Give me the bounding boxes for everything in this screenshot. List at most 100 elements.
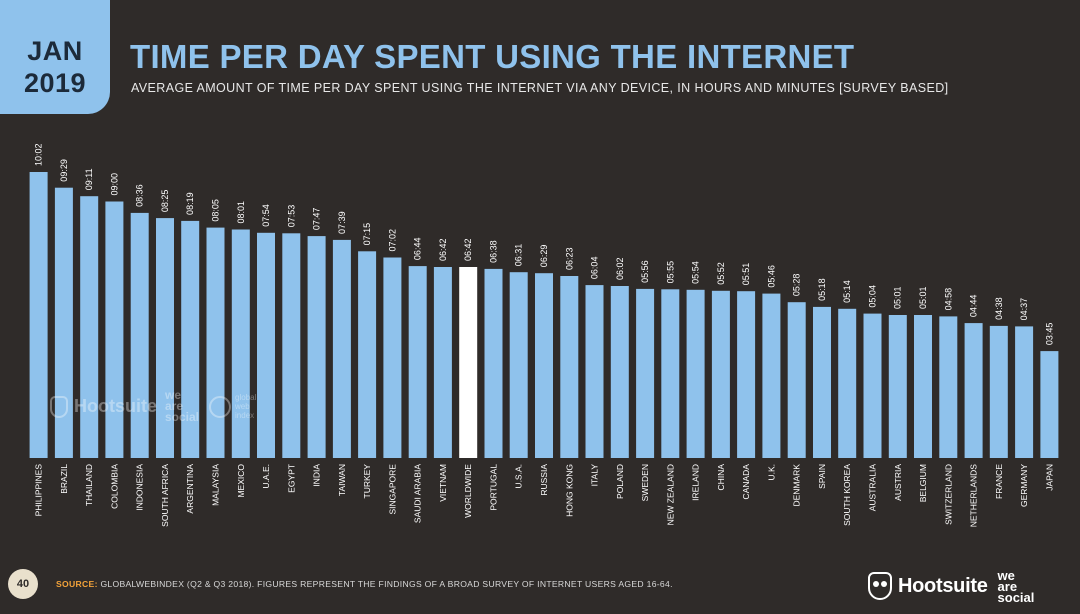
partner-line2: are xyxy=(997,578,1018,594)
category-label-philippines: PHILIPPINES xyxy=(34,464,44,517)
hootsuite-owl-icon xyxy=(868,572,892,600)
bar-china xyxy=(711,290,730,458)
value-label-sweden: 05:56 xyxy=(640,260,650,283)
category-label-china: CHINA xyxy=(716,464,726,491)
badge-year: 2019 xyxy=(23,68,87,98)
category-label-colombia: COLOMBIA xyxy=(109,464,119,509)
category-label-spain: SPAIN xyxy=(817,464,827,489)
value-label-egypt: 07:53 xyxy=(286,205,296,228)
value-label-japan: 03:45 xyxy=(1044,323,1054,346)
bar-ireland xyxy=(686,289,705,458)
category-label-taiwan: TAIWAN xyxy=(337,464,347,496)
value-label-poland: 06:02 xyxy=(615,257,625,280)
value-label-south-korea: 05:14 xyxy=(842,280,852,303)
value-label-switzerland: 04:58 xyxy=(943,288,953,311)
value-label-argentina: 08:19 xyxy=(185,192,195,215)
category-label-portugal: PORTUGAL xyxy=(488,464,498,511)
bar-australia xyxy=(863,313,882,458)
bar-taiwan xyxy=(332,239,351,458)
category-label-germany: GERMANY xyxy=(1019,464,1029,507)
bar-malaysia xyxy=(206,227,225,458)
partner-line1: we xyxy=(997,567,1015,583)
category-label-worldwide: WORLDWIDE xyxy=(463,464,473,518)
footer-brand: Hootsuite we are social xyxy=(868,566,1076,606)
source-label: SOURCE: xyxy=(56,579,98,589)
bar-u-k xyxy=(762,293,781,458)
bar-india xyxy=(307,236,326,458)
source-text: GLOBALWEBINDEX (Q2 & Q3 2018). FIGURES R… xyxy=(100,579,673,589)
bar-portugal xyxy=(484,268,503,458)
category-label-south-korea: SOUTH KOREA xyxy=(842,464,852,526)
category-label-australia: AUSTRALIA xyxy=(867,464,877,512)
bar-turkey xyxy=(358,251,377,458)
badge-month: JAN xyxy=(27,36,83,66)
value-label-australia: 05:04 xyxy=(867,285,877,308)
value-label-vietnam: 06:42 xyxy=(438,238,448,261)
page-title: TIME PER DAY SPENT USING THE INTERNET xyxy=(130,38,855,75)
category-label-singapore: SINGAPORE xyxy=(387,464,397,515)
bar-poland xyxy=(610,286,629,458)
bar-switzerland xyxy=(939,316,958,458)
bar-spain xyxy=(813,306,831,458)
value-label-mexico: 08:01 xyxy=(236,201,246,224)
category-label-mexico: MEXICO xyxy=(236,464,246,498)
bar-philippines xyxy=(29,172,48,458)
category-label-japan: JAPAN xyxy=(1044,464,1054,491)
hootsuite-logo-text: Hootsuite xyxy=(898,574,988,597)
page-number: 40 xyxy=(8,569,38,599)
bar-russia xyxy=(535,273,553,458)
category-label-saudi-arabia: SAUDI ARABIA xyxy=(413,464,423,523)
value-label-austria: 05:01 xyxy=(893,286,903,309)
bar-south-korea xyxy=(838,308,857,458)
category-label-hong-kong: HONG KONG xyxy=(564,464,574,517)
category-label-egypt: EGYPT xyxy=(286,464,296,493)
value-label-new-zealand: 05:55 xyxy=(665,261,675,284)
category-label-u-a-e: U.A.E. xyxy=(261,464,271,489)
category-label-netherlands: NETHERLANDS xyxy=(969,464,979,528)
value-label-worldwide: 06:42 xyxy=(463,238,473,261)
value-label-u-s-a: 06:31 xyxy=(514,244,524,267)
category-label-malaysia: MALAYSIA xyxy=(211,464,221,506)
bar-vietnam xyxy=(433,267,452,458)
value-label-singapore: 07:02 xyxy=(387,229,397,252)
category-label-vietnam: VIETNAM xyxy=(438,464,448,502)
bar-italy xyxy=(585,285,604,458)
category-label-denmark: DENMARK xyxy=(792,464,802,507)
bar-new-zealand xyxy=(661,289,680,458)
value-label-hong-kong: 06:23 xyxy=(564,248,574,271)
category-label-brazil: BRAZIL xyxy=(59,464,69,494)
category-label-france: FRANCE xyxy=(994,464,1004,499)
category-label-argentina: ARGENTINA xyxy=(185,464,195,514)
value-label-indonesia: 08:36 xyxy=(135,184,145,207)
bar-singapore xyxy=(383,257,402,458)
category-label-indonesia: INDONESIA xyxy=(135,464,145,511)
bar-worldwide xyxy=(459,267,478,458)
category-label-canada: CANADA xyxy=(741,464,751,500)
value-label-u-k: 05:46 xyxy=(766,265,776,288)
value-label-philippines: 10:02 xyxy=(34,143,44,166)
bar-u-s-a xyxy=(509,272,528,458)
we-are-social-logo: we are social xyxy=(997,567,1035,604)
value-label-u-a-e: 07:54 xyxy=(261,204,271,227)
category-label-belgium: BELGIUM xyxy=(918,464,928,502)
value-label-turkey: 07:15 xyxy=(362,223,372,246)
value-label-malaysia: 08:05 xyxy=(211,199,221,222)
date-badge: JAN 2019 xyxy=(0,0,110,114)
bar-u-a-e xyxy=(257,232,275,458)
value-label-canada: 05:51 xyxy=(741,263,751,286)
value-label-china: 05:52 xyxy=(716,262,726,285)
footer-source: 40 SOURCE: GLOBALWEBINDEX (Q2 & Q3 2018)… xyxy=(8,568,673,600)
value-label-germany: 04:37 xyxy=(1019,298,1029,321)
value-label-france: 04:38 xyxy=(994,297,1004,320)
bar-south-africa xyxy=(156,218,174,458)
bar-canada xyxy=(737,291,756,458)
bar-mexico xyxy=(231,229,250,458)
category-label-u-k: U.K. xyxy=(766,464,776,481)
category-label-turkey: TURKEY xyxy=(362,464,372,499)
category-label-ireland: IRELAND xyxy=(691,464,701,501)
bar-sweden xyxy=(636,288,655,458)
value-label-denmark: 05:28 xyxy=(792,274,802,297)
bar-thailand xyxy=(80,196,99,458)
bar-colombia xyxy=(105,201,124,458)
category-label-switzerland: SWITZERLAND xyxy=(943,464,953,525)
